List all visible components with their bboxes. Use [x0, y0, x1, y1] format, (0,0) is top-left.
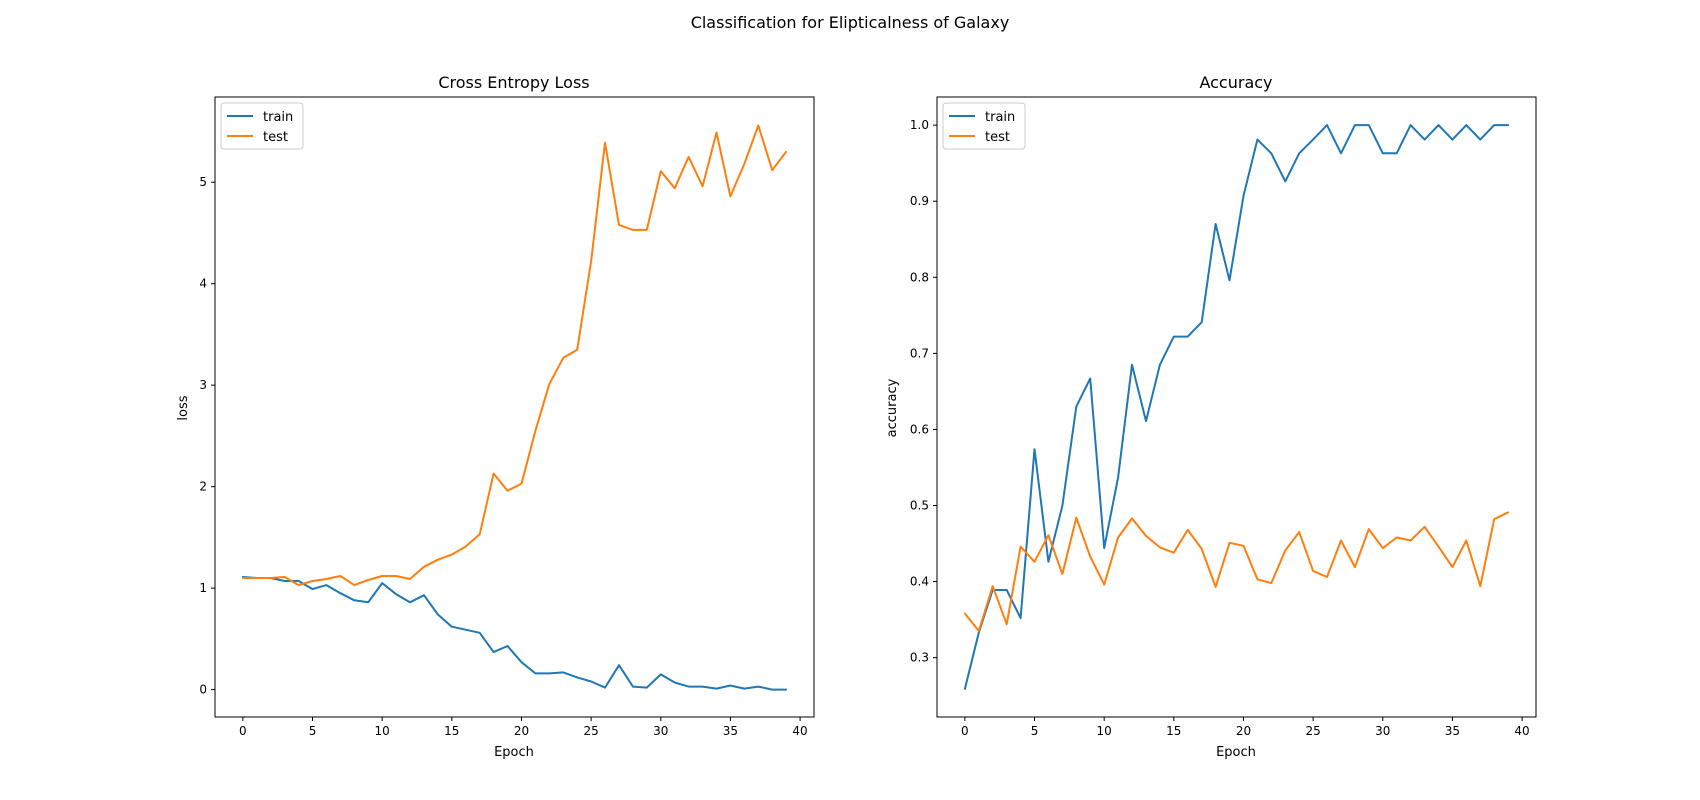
loss-x-tick-label: 10: [375, 724, 390, 738]
accuracy-train-line: [965, 125, 1508, 689]
loss-plot-frame: [215, 97, 814, 717]
accuracy-test-line: [965, 512, 1508, 631]
loss-legend: train test: [221, 103, 303, 149]
accuracy-legend-label-train: train: [985, 110, 1015, 125]
accuracy-plot-frame: [937, 97, 1536, 717]
loss-x-tick-label: 35: [723, 724, 738, 738]
accuracy-legend: train test: [943, 103, 1025, 149]
accuracy-plot: Accuracy Epoch accuracy 0 5 10 15 20 25 30 35 40…: [885, 73, 1536, 760]
loss-x-tick-label: 30: [653, 724, 668, 738]
accuracy-x-tick-label: 35: [1445, 724, 1460, 738]
accuracy-x-tick-label: 25: [1305, 724, 1320, 738]
loss-plot-x-label: Epoch: [494, 745, 534, 760]
loss-y-tick-label: 1: [199, 581, 207, 595]
accuracy-legend-label-test: test: [985, 130, 1010, 145]
accuracy-y-tick-label: 0.7: [910, 346, 929, 360]
accuracy-x-tick-label: 40: [1514, 724, 1529, 738]
loss-x-tick-label: 0: [239, 724, 247, 738]
accuracy-x-tick-label: 10: [1097, 724, 1112, 738]
accuracy-y-tick-label: 0.6: [910, 422, 929, 436]
accuracy-x-tick-label: 20: [1236, 724, 1251, 738]
loss-x-tick-label: 5: [309, 724, 317, 738]
loss-plot: Cross Entropy Loss Epoch loss 0510152025…: [176, 73, 814, 760]
loss-legend-label-train: train: [263, 110, 293, 125]
accuracy-x-tick-label: 0: [961, 724, 969, 738]
loss-x-tick-label: 40: [792, 724, 807, 738]
loss-test-line: [243, 125, 786, 585]
accuracy-y-tick-label: 1.0: [910, 118, 929, 132]
loss-train-line: [243, 577, 786, 690]
figure-title: Classification for Elipticalness of Gala…: [691, 13, 1010, 32]
accuracy-x-tick-label: 30: [1375, 724, 1390, 738]
loss-plot-title: Cross Entropy Loss: [438, 73, 589, 92]
loss-plot-marks: 0 5 10 15 20 25 30 35 40 0 1 2 3 4 5 train test: [199, 97, 814, 738]
loss-x-tick-label: 25: [583, 724, 598, 738]
accuracy-y-tick-label: 0.9: [910, 194, 929, 208]
accuracy-y-tick-label: 0.8: [910, 270, 929, 284]
loss-legend-label-test: test: [263, 130, 288, 145]
loss-y-tick-label: 3: [199, 378, 207, 392]
loss-y-tick-label: 2: [199, 480, 207, 494]
accuracy-plot-marks: 0 5 10 15 20 25 30 35 40 0.3 0.4 0.5 0.6 0.7 0.8 0.9 1.0…: [910, 97, 1536, 738]
loss-y-tick-label: 0: [199, 683, 207, 697]
loss-plot-y-label: loss: [176, 395, 191, 420]
loss-y-tick-label: 4: [199, 277, 207, 291]
accuracy-x-tick-label: 15: [1166, 724, 1181, 738]
accuracy-y-tick-label: 0.5: [910, 499, 929, 513]
loss-y-tick-label: 5: [199, 175, 207, 189]
accuracy-y-tick-label: 0.4: [910, 575, 929, 589]
accuracy-plot-title: Accuracy: [1199, 73, 1272, 92]
accuracy-y-tick-label: 0.3: [910, 651, 929, 665]
loss-x-tick-label: 15: [444, 724, 459, 738]
accuracy-plot-y-label: accuracy: [885, 378, 900, 437]
accuracy-plot-x-label: Epoch: [1216, 745, 1256, 760]
loss-x-tick-label: 20: [514, 724, 529, 738]
accuracy-x-tick-label: 5: [1031, 724, 1039, 738]
